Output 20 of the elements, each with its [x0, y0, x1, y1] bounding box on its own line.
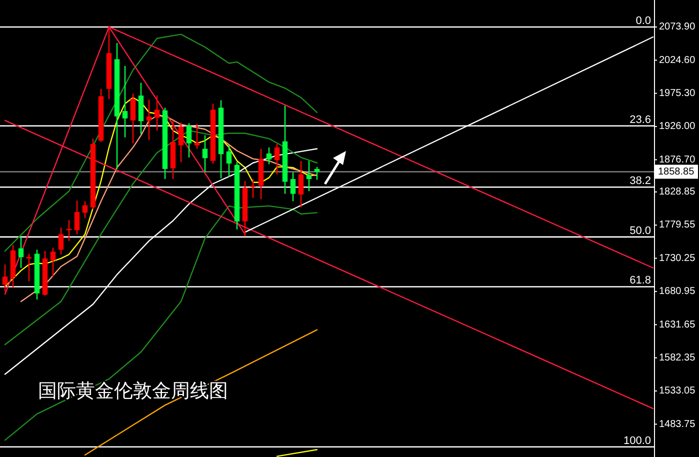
annotation: 23.6: [630, 114, 651, 126]
y-tick-label: 1828.85: [659, 186, 696, 198]
y-tick-label: 1533.05: [659, 386, 696, 397]
y-tick-label: 2073.90: [659, 22, 696, 33]
y-tick-label: 1582.35: [659, 352, 696, 364]
y-tick-label: 2024.60: [659, 54, 696, 66]
y-tick-label: 1926.00: [659, 121, 696, 132]
y-tick-label: 1876.70: [659, 154, 696, 166]
annotation: 50.0: [630, 224, 651, 237]
y-tick-label: 1631.65: [659, 319, 696, 330]
annotation: 100.0: [623, 434, 651, 447]
y-tick-label: 1975.30: [659, 88, 696, 99]
ref-line-label: 1858.85: [658, 166, 695, 178]
annotation: 38.2: [630, 175, 651, 188]
y-tick-label: 1730.25: [659, 252, 696, 264]
annotation: 0.0: [636, 14, 651, 27]
y-tick-label: 1680.95: [659, 286, 696, 298]
annotation: 61.8: [630, 274, 651, 287]
y-tick-label: 1483.75: [659, 418, 696, 430]
y-tick-label: 1779.55: [659, 220, 696, 231]
